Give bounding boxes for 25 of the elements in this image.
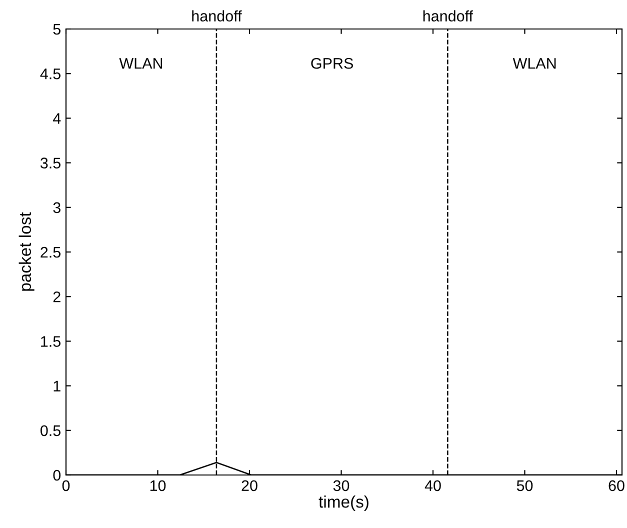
x-tick-label: 50 <box>516 480 533 492</box>
y-tick-label: 0 <box>53 470 61 481</box>
x-tick-label: 60 <box>608 480 624 492</box>
ref-line-label: handoff <box>192 10 242 22</box>
y-tick-label: 1 <box>54 380 60 392</box>
y-tick-label: 2 <box>53 291 60 302</box>
y-tick-label: 4 <box>52 113 61 124</box>
x-tick-label: 30 <box>333 480 350 492</box>
y-axis-title: packet lost <box>18 212 34 291</box>
x-tick-label: 40 <box>424 480 441 492</box>
x-tick-label: 10 <box>150 480 166 492</box>
y-tick-label: 0.5 <box>40 425 60 436</box>
y-tick-label: 4.5 <box>40 68 60 80</box>
x-tick-label: 20 <box>242 480 258 492</box>
annotation: WLAN <box>512 58 556 69</box>
y-tick-label: 2.5 <box>40 246 60 258</box>
annotation: GPRS <box>311 58 354 69</box>
annotation: WLAN <box>119 58 162 69</box>
y-tick-label: 5 <box>53 24 60 35</box>
ref-line-label: handoff <box>423 10 474 22</box>
y-tick-label: 3.5 <box>40 158 60 168</box>
x-tick-label: 0 <box>62 480 70 492</box>
y-tick-label: 1.5 <box>41 336 60 347</box>
x-axis-title: time(s) <box>318 495 368 512</box>
y-tick-label: 3 <box>53 202 60 214</box>
